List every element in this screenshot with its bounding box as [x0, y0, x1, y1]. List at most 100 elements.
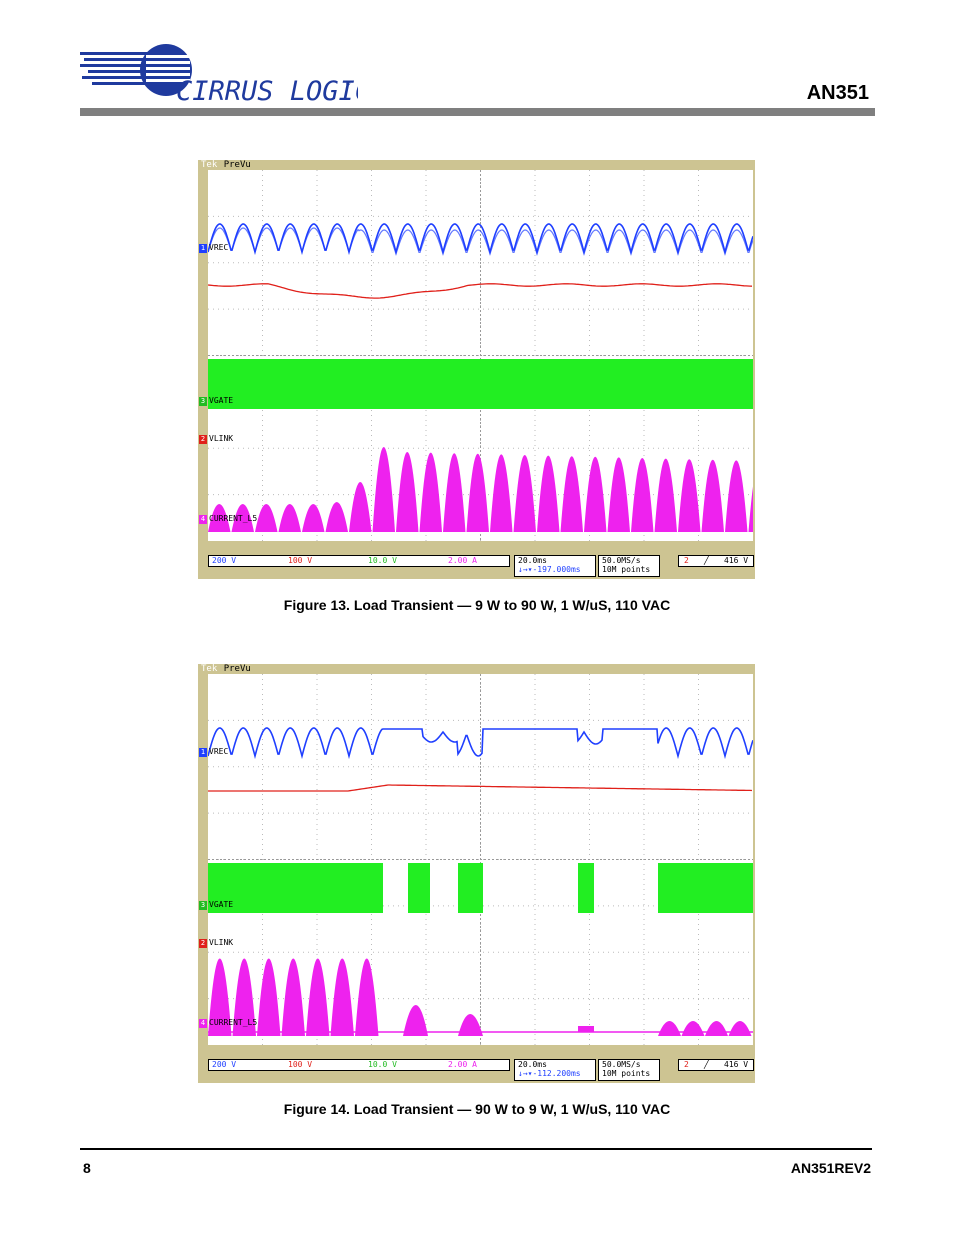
timebase: 20.0ms: [518, 1060, 547, 1069]
scope-brand: Tek PreVu: [200, 160, 251, 170]
page-number: 8: [83, 1160, 91, 1176]
current-l5-hump: [302, 504, 325, 532]
current-l5-hump: [255, 504, 278, 532]
current-l5-hump: [278, 504, 301, 532]
channel-label-vrec: 1 VREC: [199, 747, 229, 757]
current-l5-hump: [458, 1014, 483, 1036]
document-revision: AN351REV2: [790, 1160, 871, 1176]
ch4-scale: 2.00 A: [448, 556, 477, 565]
vgate-trace: [208, 863, 383, 913]
current-l5-hump: [748, 486, 753, 532]
channel-label-vlink: 2 VLINK: [199, 938, 234, 948]
vgate-trace: [578, 863, 594, 913]
channel-label-vrec: 1 VREC: [199, 243, 229, 253]
ch3-scale: 10.0 V: [368, 556, 397, 565]
scope-mode: PreVu: [223, 664, 251, 674]
ch2-scale: 100 V: [288, 1060, 313, 1069]
current-l5-hump: [325, 502, 348, 532]
vgate-trace: [458, 863, 483, 913]
ch1-scale: 200 V: [212, 1060, 237, 1069]
trigger-slope: ╱: [704, 1060, 709, 1069]
channel-label-vlink: 2 VLINK: [199, 434, 234, 444]
trigger-source: 2: [684, 1060, 689, 1069]
vrec-trace-envelope: [208, 227, 753, 257]
oscilloscope-capture-fig13: Tek PreVu 1 VREC 3 VGATE 2 VLINK 4 CURRENT_L…: [198, 160, 755, 579]
scope-waveforms: [208, 674, 753, 1045]
vgate-trace: [658, 863, 753, 913]
current-l5-hump: [208, 504, 231, 532]
vlink-trace: [208, 784, 753, 792]
scope-mode: PreVu: [223, 160, 251, 170]
vgate-trace: [208, 359, 753, 409]
scope-screen: [208, 674, 753, 1045]
current-l5-hump: [466, 453, 489, 532]
vrec-trace: [208, 727, 753, 760]
current-l5-hump: [355, 958, 379, 1036]
ch3-scale: 10.0 V: [368, 1060, 397, 1069]
current-l5-hump: [349, 482, 372, 532]
record-length: 10M points: [602, 565, 651, 574]
current-l5-hump: [658, 1021, 681, 1036]
scope-status-bar: 200 V 100 V 10.0 V 2.00 A 20.0ms ↓→▾-197…: [208, 553, 754, 577]
logo-graphic: CIRRUS LOGIC ®: [80, 44, 371, 107]
ch2-scale: 100 V: [288, 556, 313, 565]
current-l5-hump: [537, 455, 560, 532]
channel-label-vgate: 3 VGATE: [199, 396, 234, 406]
current-l5-hump: [281, 958, 305, 1036]
current-l5-hump: [701, 459, 724, 532]
sample-rate: 50.0MS/s: [602, 556, 641, 565]
scope-brand: Tek PreVu: [200, 664, 251, 674]
channel-label-current-l5: 4 CURRENT_L5: [199, 1018, 258, 1028]
current-l5-hump: [443, 453, 466, 532]
cirrus-logic-logo: CIRRUS LOGIC ®: [78, 40, 371, 110]
current-l5-hump: [584, 456, 607, 532]
current-l5-hump: [257, 958, 281, 1036]
current-l5-hump: [306, 958, 330, 1036]
scope-waveforms: [208, 170, 753, 541]
trigger-source: 2: [684, 556, 689, 565]
scope-screen: [208, 170, 753, 541]
current-l5-hump: [232, 958, 256, 1036]
current-l5-hump: [490, 454, 513, 532]
logo-text: CIRRUS LOGIC: [176, 76, 358, 107]
current-l5-hump: [607, 457, 630, 532]
trigger-delay: ↓→▾-197.000ms: [518, 565, 581, 574]
trigger-slope: ╱: [704, 556, 709, 565]
current-l5-hump: [560, 456, 583, 532]
current-l5-hump: [681, 1021, 705, 1036]
header-rule: [80, 108, 875, 116]
trigger-level: 416 V: [724, 1060, 749, 1069]
current-l5-hump: [631, 458, 654, 532]
current-l5-hump: [419, 452, 442, 532]
current-l5-hump: [725, 460, 748, 532]
current-l5-hump: [231, 504, 254, 532]
footer-rule: [80, 1148, 872, 1150]
figure-14-caption: Figure 14. Load Transient — 90 W to 9 W,…: [283, 1101, 671, 1117]
vgate-trace: [408, 863, 430, 913]
trigger-delay: ↓→▾-112.200ms: [518, 1069, 581, 1078]
current-l5-hump: [654, 458, 677, 532]
vlink-trace: [208, 283, 753, 299]
current-l5-hump: [513, 455, 536, 532]
current-l5-hump: [403, 1005, 428, 1036]
ch4-scale: 2.00 A: [448, 1060, 477, 1069]
trigger-level: 416 V: [724, 556, 749, 565]
svg-text:®: ®: [346, 80, 351, 88]
record-length: 10M points: [602, 1069, 651, 1078]
current-l5-hump: [396, 452, 419, 532]
timebase: 20.0ms: [518, 556, 547, 565]
current-l5-hump: [208, 958, 232, 1036]
oscilloscope-capture-fig14: Tek PreVu 1 VREC 3 VGATE 2 VLINK 4 CURRENT_L…: [198, 664, 755, 1083]
scope-status-bar: 200 V 100 V 10.0 V 2.00 A 20.0ms ↓→▾-112…: [208, 1057, 754, 1081]
sample-rate: 50.0MS/s: [602, 1060, 641, 1069]
current-l5-burst: [578, 1026, 594, 1032]
current-l5-hump: [372, 447, 395, 532]
channel-label-current-l5: 4 CURRENT_L5: [199, 514, 258, 524]
current-l5-hump: [678, 459, 701, 532]
ch1-scale: 200 V: [212, 556, 237, 565]
figure-13-caption: Figure 13. Load Transient — 9 W to 90 W,…: [283, 597, 671, 613]
current-l5-hump: [705, 1021, 728, 1036]
current-l5-hump: [330, 958, 354, 1036]
channel-label-vgate: 3 VGATE: [199, 900, 234, 910]
current-l5-hump: [728, 1021, 752, 1036]
